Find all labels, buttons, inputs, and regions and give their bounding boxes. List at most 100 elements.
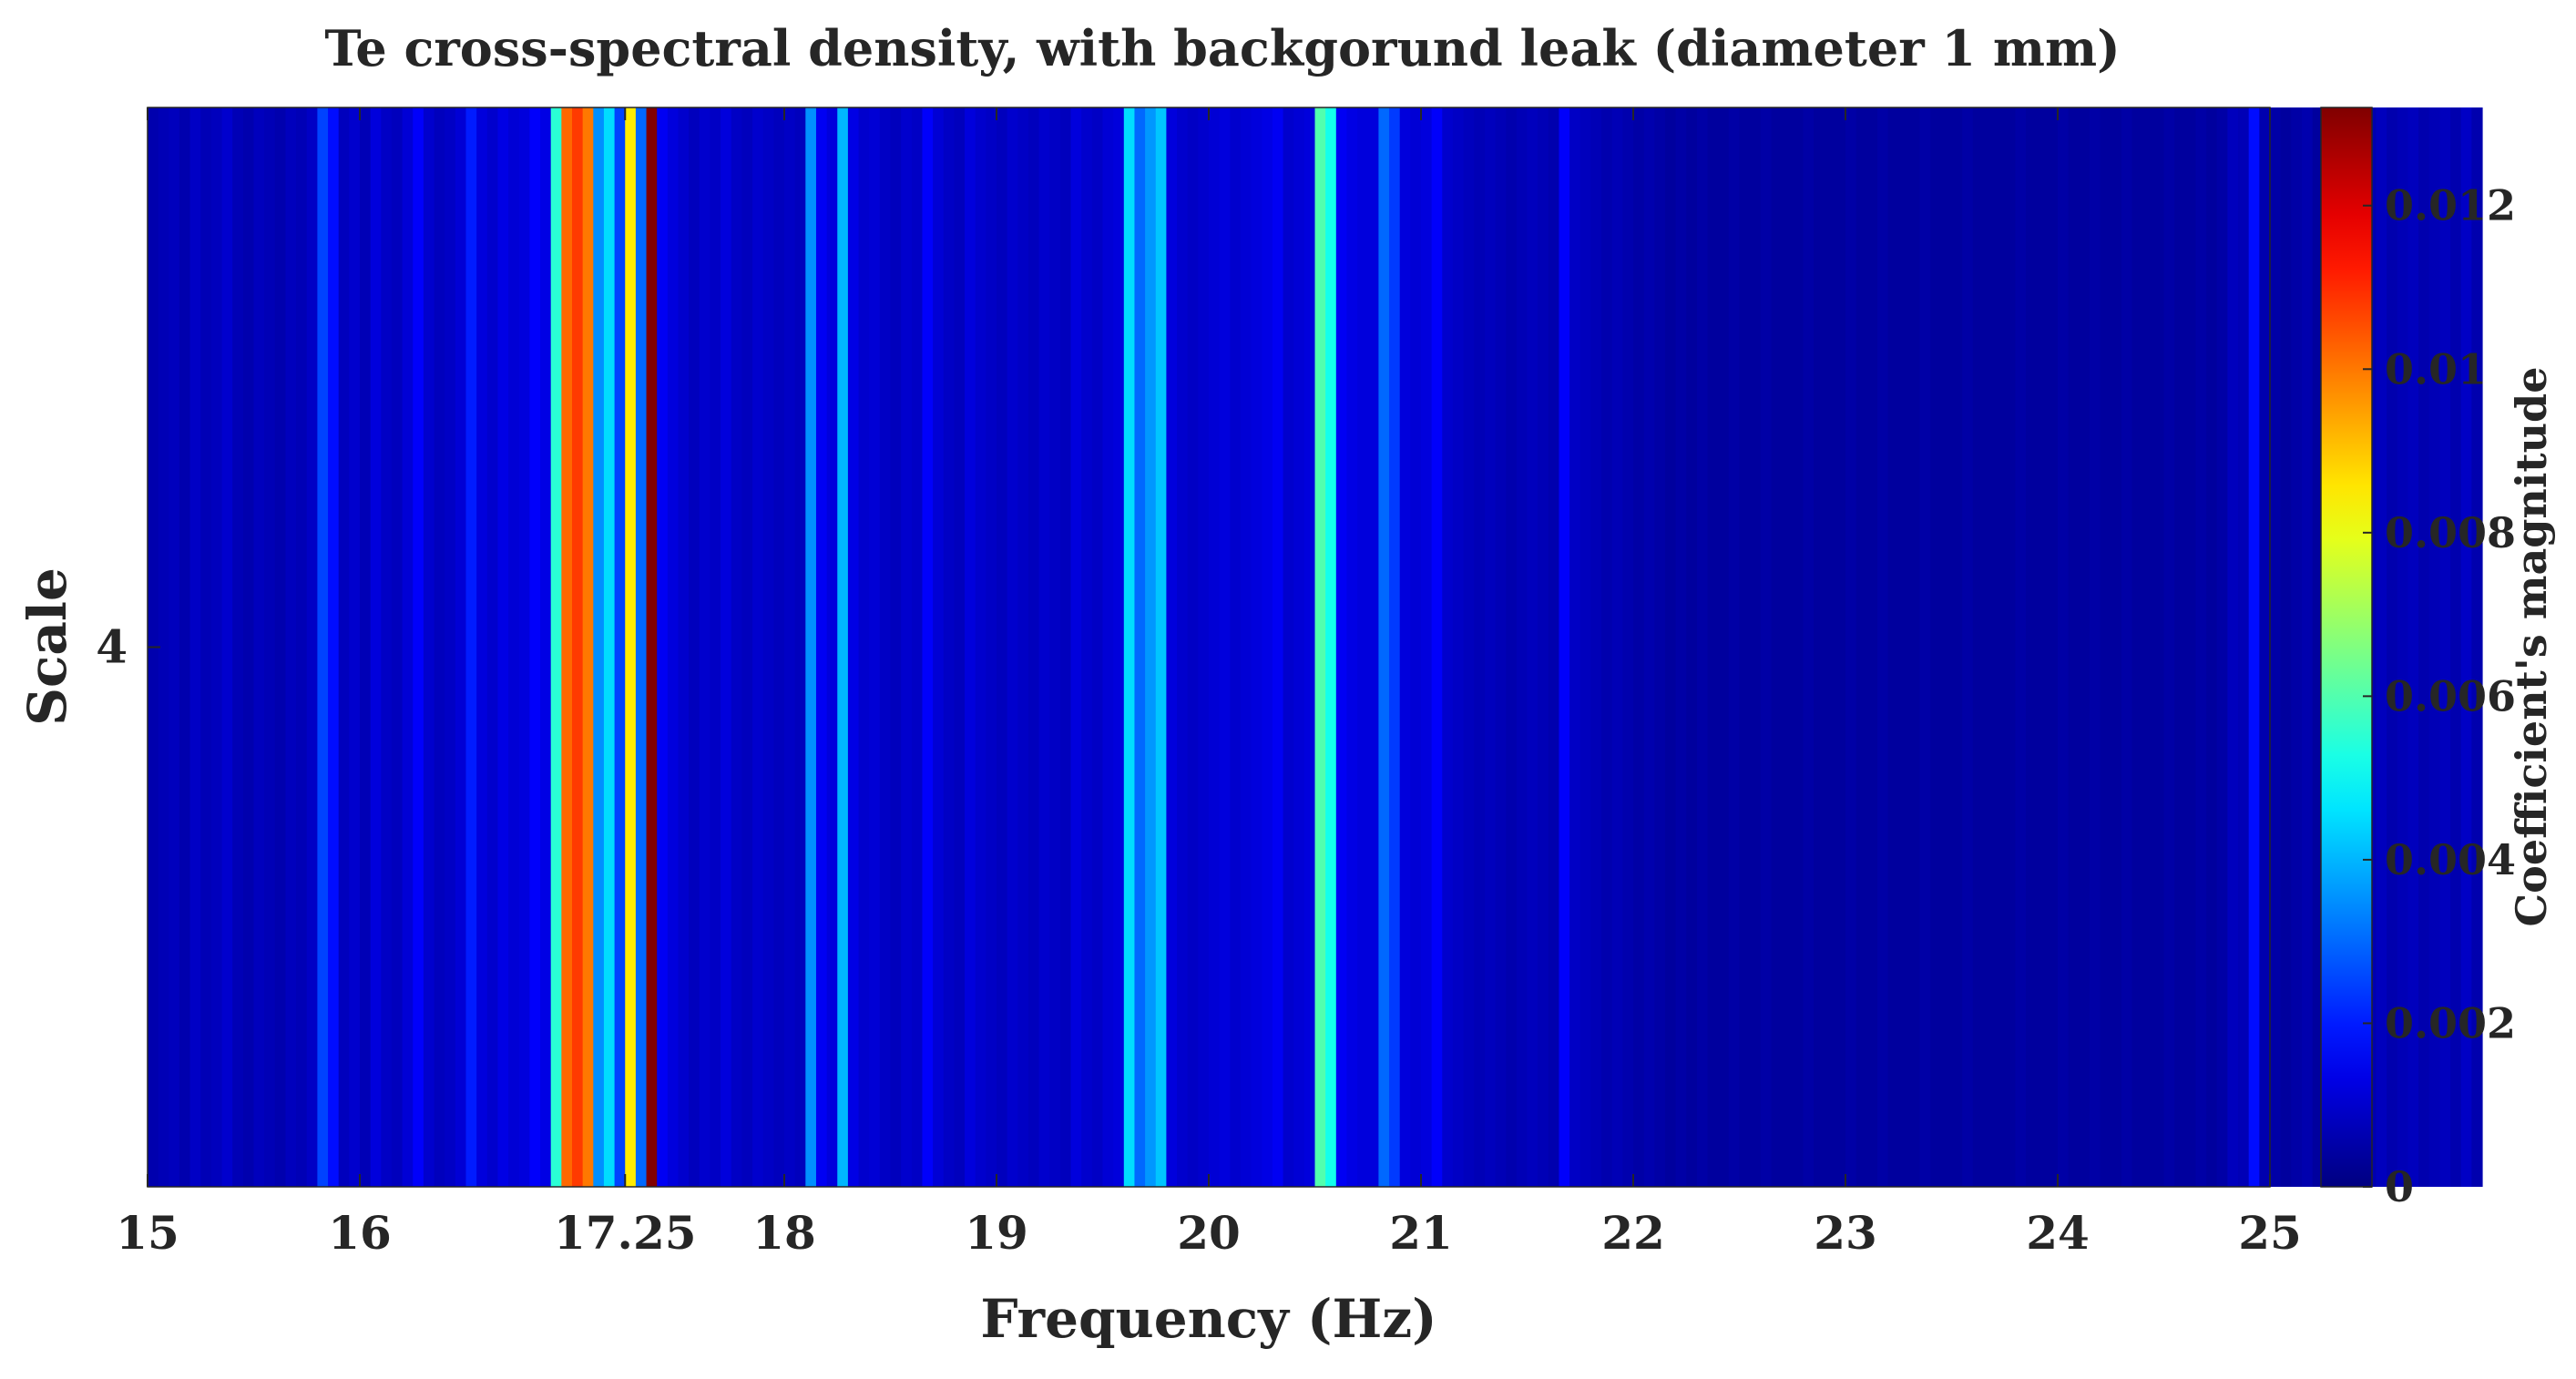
heatmap-cell — [762, 107, 774, 1187]
heatmap-cell — [837, 107, 849, 1187]
heatmap-cell — [646, 107, 658, 1187]
heatmap-cell — [943, 107, 955, 1187]
heatmap-cell — [1538, 107, 1549, 1187]
heatmap-cell — [911, 107, 924, 1187]
heatmap-cell — [253, 107, 265, 1187]
heatmap-cell — [2100, 107, 2111, 1187]
heatmap-cell — [2216, 107, 2228, 1187]
heatmap-cell — [296, 107, 308, 1187]
heatmap-cell — [1102, 107, 1114, 1187]
heatmap-cell — [2450, 107, 2462, 1187]
heatmap-cell — [381, 107, 393, 1187]
heatmap-cells — [148, 107, 2483, 1187]
heatmap-cell — [349, 107, 361, 1187]
heatmap-cell — [1177, 107, 1189, 1187]
heatmap-cell — [1739, 107, 1751, 1187]
heatmap-cell — [1792, 107, 1804, 1187]
heatmap-cell — [1527, 107, 1538, 1187]
heatmap-cell — [1410, 107, 1422, 1187]
heatmap-cell — [1357, 107, 1369, 1187]
heatmap-cell — [1431, 107, 1443, 1187]
heatmap-cell — [2121, 107, 2133, 1187]
heatmap-cell — [1750, 107, 1762, 1187]
heatmap-cell — [1389, 107, 1401, 1187]
heatmap-cell — [1303, 107, 1316, 1187]
heatmap-cell — [169, 107, 180, 1187]
heatmap-cell — [2206, 107, 2218, 1187]
heatmap-cell — [2439, 107, 2451, 1187]
heatmap-cell — [794, 107, 806, 1187]
heatmap-cell — [1251, 107, 1262, 1187]
heatmap-cell — [529, 107, 541, 1187]
heatmap-cell — [582, 107, 594, 1187]
heatmap-cell — [2015, 107, 2027, 1187]
heatmap-cell — [402, 107, 414, 1187]
heatmap-cell — [2259, 107, 2271, 1187]
heatmap-cell — [232, 107, 244, 1187]
heatmap-cell — [1463, 107, 1475, 1187]
heatmap-cell — [2291, 107, 2303, 1187]
heatmap-cell — [189, 107, 201, 1187]
heatmap-cell — [1484, 107, 1497, 1187]
heatmap-cell — [699, 107, 711, 1187]
heatmap-cell — [285, 107, 297, 1187]
x-tick-label: 19 — [965, 1206, 1028, 1260]
heatmap-cell — [158, 107, 169, 1187]
heatmap-cell — [413, 107, 424, 1187]
colorbar-tick-label: 0.01 — [2385, 344, 2487, 393]
colorbar — [2320, 107, 2373, 1188]
y-axis-label: Scale — [16, 567, 78, 726]
x-tick-label: 18 — [752, 1206, 816, 1260]
heatmap-cell — [1983, 107, 1995, 1187]
heatmap-cell — [1335, 107, 1348, 1187]
heatmap-cell — [2142, 107, 2154, 1187]
heatmap-cell — [338, 107, 350, 1187]
heatmap-cell — [2387, 107, 2398, 1187]
heatmap-cell — [657, 107, 669, 1187]
heatmap-cell — [2238, 107, 2250, 1187]
heatmap-cell — [1017, 107, 1029, 1187]
heatmap-cell — [1495, 107, 1507, 1187]
heatmap-cell — [1611, 107, 1623, 1187]
heatmap-cell — [1622, 107, 1634, 1187]
heatmap-cell — [1399, 107, 1411, 1187]
heatmap-cell — [572, 107, 584, 1187]
heatmap-cell — [1814, 107, 1825, 1187]
heatmap-cell — [2184, 107, 2197, 1187]
heatmap-cell — [2047, 107, 2059, 1187]
heatmap-cell — [1134, 107, 1146, 1187]
heatmap-cell — [550, 107, 562, 1187]
heatmap-cell — [2301, 107, 2314, 1187]
heatmap-cell — [1919, 107, 1931, 1187]
heatmap-cell — [1876, 107, 1889, 1187]
x-tick-label: 24 — [2026, 1206, 2090, 1260]
heatmap-cell — [1272, 107, 1284, 1187]
heatmap-cell — [1898, 107, 1910, 1187]
heatmap-cell — [1145, 107, 1157, 1187]
heatmap-cell — [731, 107, 742, 1187]
heatmap-cell — [370, 107, 382, 1187]
heatmap-cell — [1569, 107, 1581, 1187]
colorbar-tick-label: 0.006 — [2385, 671, 2516, 720]
heatmap-cell — [986, 107, 997, 1187]
heatmap-cell — [1262, 107, 1273, 1187]
heatmap-cell — [1474, 107, 1486, 1187]
heatmap-cell — [210, 107, 223, 1187]
heatmap-cell — [1421, 107, 1433, 1187]
heatmap-cell — [869, 107, 881, 1187]
heatmap-cell — [1219, 107, 1231, 1187]
heatmap-cell — [2079, 107, 2090, 1187]
heatmap-cell — [2471, 107, 2483, 1187]
heatmap-cell — [2058, 107, 2070, 1187]
heatmap-cell — [1845, 107, 1857, 1187]
heatmap-cell — [847, 107, 860, 1187]
heatmap-cell — [741, 107, 753, 1187]
heatmap-cell — [2407, 107, 2419, 1187]
heatmap-cell — [826, 107, 838, 1187]
heatmap-cell — [1866, 107, 1878, 1187]
heatmap-cell — [2163, 107, 2175, 1187]
heatmap-cell — [965, 107, 976, 1187]
x-tick-label: 15 — [116, 1206, 179, 1260]
heatmap-cell — [497, 107, 509, 1187]
